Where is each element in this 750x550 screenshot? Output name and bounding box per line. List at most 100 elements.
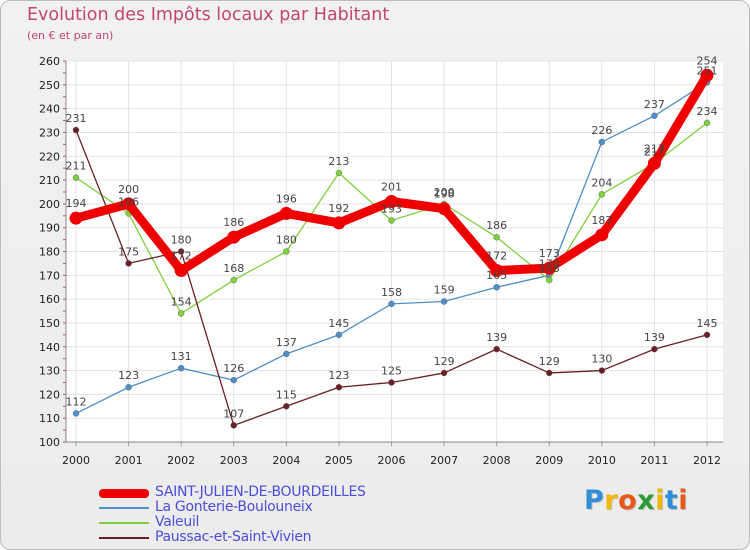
x-tick-label: 2000	[62, 454, 90, 467]
data-label: 196	[118, 195, 139, 208]
data-point	[174, 264, 188, 278]
y-tick-label: 130	[39, 365, 60, 378]
data-point	[72, 174, 80, 181]
data-point	[703, 119, 711, 127]
data-point	[546, 369, 553, 377]
x-tick-label: 2009	[535, 454, 563, 467]
data-point	[490, 264, 504, 278]
data-point	[230, 376, 237, 384]
data-label: 165	[486, 269, 507, 282]
data-label: 192	[328, 202, 349, 215]
logo-letter: r	[604, 485, 619, 516]
y-tick-label: 110	[39, 412, 60, 425]
data-label: 159	[434, 284, 455, 297]
data-label: 125	[381, 364, 402, 377]
x-tick-label: 2012	[693, 454, 721, 467]
data-point	[125, 260, 132, 267]
data-label: 168	[539, 262, 560, 275]
data-label: 172	[171, 250, 192, 263]
logo-letter: i	[655, 485, 665, 516]
x-tick-label: 2003	[220, 454, 248, 467]
data-label: 226	[591, 124, 612, 137]
legend-label: Valeuil	[155, 514, 200, 530]
logo-letter: o	[618, 485, 638, 516]
data-label: 158	[381, 286, 402, 299]
data-point	[493, 234, 500, 241]
data-point	[72, 410, 80, 417]
y-tick-label: 190	[39, 222, 60, 235]
x-tick-label: 2006	[378, 454, 406, 467]
data-point	[227, 230, 241, 244]
data-label: 107	[223, 407, 244, 420]
data-label: 172	[486, 250, 507, 263]
data-point	[72, 126, 80, 134]
data-label: 200	[118, 183, 139, 196]
legend-swatch	[99, 537, 149, 539]
data-point	[177, 310, 185, 317]
data-point	[335, 169, 343, 177]
data-label: 129	[539, 355, 560, 368]
data-label: 186	[486, 219, 507, 232]
data-point	[177, 248, 185, 255]
data-point	[647, 156, 661, 170]
data-label: 211	[66, 160, 87, 173]
x-tick-label: 2005	[325, 454, 353, 467]
y-tick-label: 160	[39, 293, 60, 306]
data-point	[388, 379, 395, 386]
data-point	[700, 68, 714, 82]
legend-swatch	[99, 522, 149, 524]
data-label: 201	[381, 180, 402, 193]
data-label: 200	[434, 186, 455, 199]
legend-label: SAINT-JULIEN-DE-BOURDEILLES	[155, 484, 366, 500]
data-label: 217	[644, 142, 665, 155]
data-label: 217	[644, 145, 665, 158]
data-label: 137	[276, 336, 297, 349]
data-label: 112	[66, 395, 87, 408]
data-label: 130	[591, 353, 612, 366]
data-label: 234	[697, 105, 718, 118]
data-label: 213	[328, 155, 349, 168]
y-tick-label: 120	[39, 388, 60, 401]
data-label: 123	[328, 369, 349, 382]
data-point	[440, 369, 448, 377]
data-label: 115	[276, 388, 297, 401]
data-point	[598, 191, 606, 198]
data-point	[440, 298, 448, 305]
data-point	[598, 367, 606, 374]
data-label: 231	[66, 112, 87, 125]
data-label: 123	[118, 369, 139, 382]
data-point	[651, 112, 658, 119]
data-point	[279, 206, 293, 220]
logo-letter: x	[637, 485, 656, 516]
data-label: 251	[697, 64, 718, 77]
x-tick-label: 2011	[640, 454, 668, 467]
proxiti-logo: Proxiti	[584, 485, 688, 516]
chart-subtitle: (en € et par an)	[27, 29, 114, 42]
data-point	[177, 364, 185, 372]
y-tick-label: 260	[39, 55, 60, 68]
data-point	[335, 331, 343, 339]
y-tick-label: 150	[39, 317, 60, 330]
data-point	[388, 217, 395, 224]
data-point	[542, 261, 556, 275]
data-label: 173	[539, 247, 560, 260]
data-point	[595, 228, 609, 242]
data-point	[122, 197, 136, 211]
data-label: 126	[223, 362, 244, 375]
data-point	[332, 216, 346, 230]
data-point	[385, 194, 398, 208]
axis-layer: 100 110 120 130 140 150 160 170 180 190 200 210 220 2…	[39, 55, 723, 467]
data-point	[125, 384, 132, 391]
data-label: 204	[591, 176, 612, 189]
x-tick-label: 2008	[483, 454, 511, 467]
legend-label: Paussac-et-Saint-Vivien	[155, 529, 312, 545]
y-tick-label: 170	[39, 269, 60, 282]
logo-letter: t	[664, 485, 679, 516]
grid-layer	[66, 60, 723, 443]
data-point	[598, 138, 606, 146]
data-label: 139	[486, 331, 507, 344]
data-point	[493, 345, 500, 353]
data-point	[230, 422, 237, 429]
